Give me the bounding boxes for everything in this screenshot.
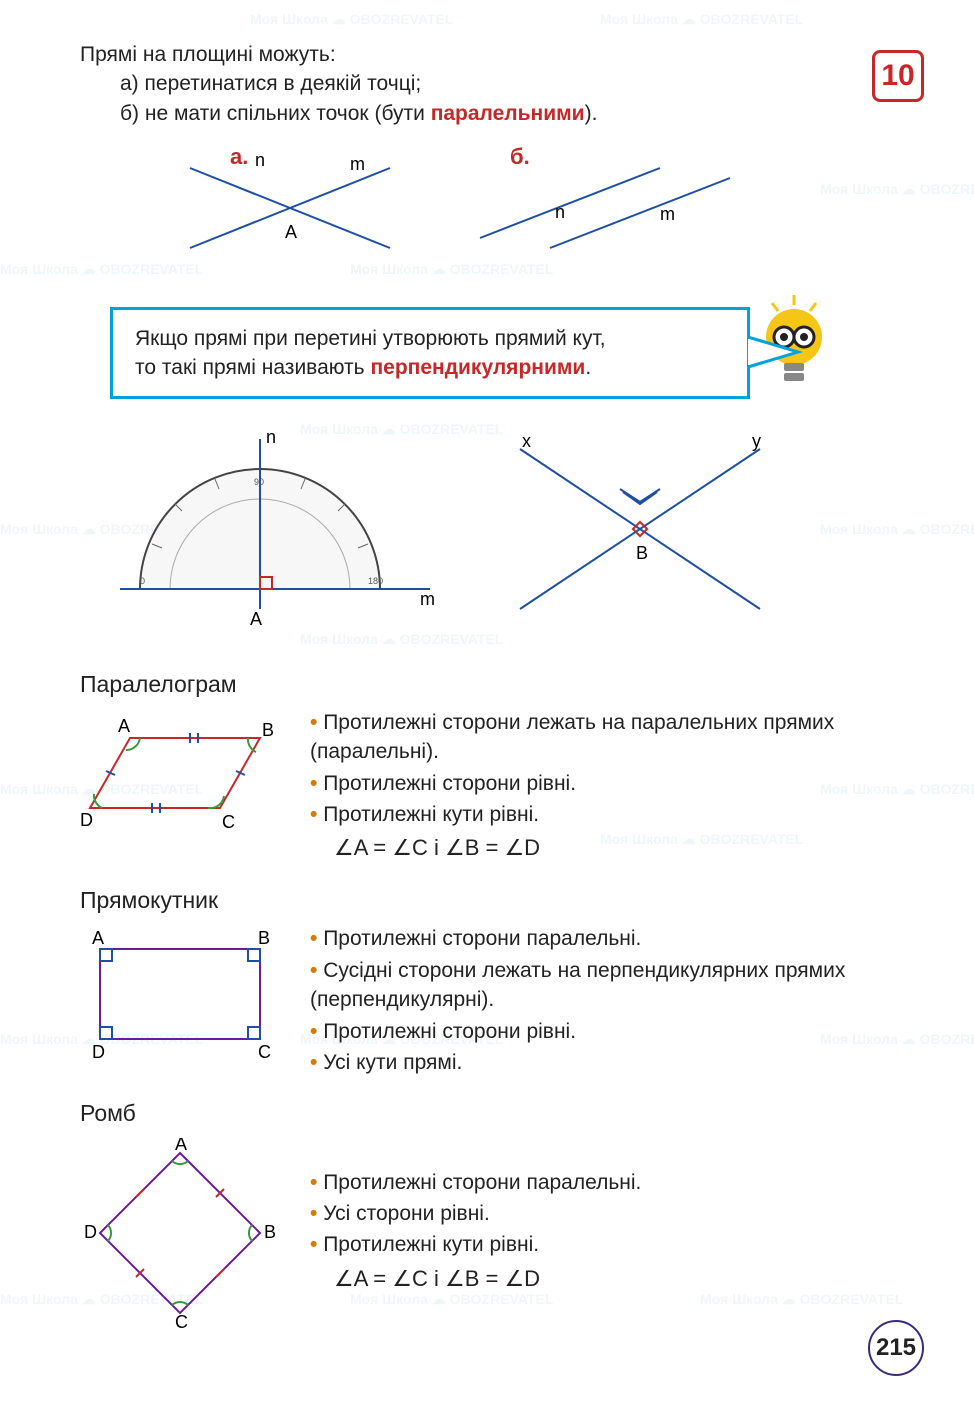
- parallel-lines-svg: n m: [460, 148, 740, 268]
- callout-line2b: .: [585, 356, 591, 379]
- svg-text:B: B: [258, 928, 270, 948]
- rhom-p1: Протилежні сторони паралельні.: [310, 1168, 914, 1197]
- intro-lead: Прямі на площині можуть:: [80, 40, 914, 69]
- svg-text:n: n: [255, 150, 265, 170]
- par-p3: Протилежні кути рівні.: [310, 800, 914, 829]
- parallelogram-props: Протилежні сторони лежать на паралельних…: [310, 708, 914, 866]
- parallelogram-figure: A B C D: [80, 708, 280, 866]
- diagram-b-label: б.: [510, 142, 530, 173]
- callout-wrap: Якщо прямі при перетині утворюють прямий…: [80, 307, 914, 400]
- svg-text:A: A: [175, 1138, 187, 1154]
- rhombus-figure: A B C D: [80, 1138, 280, 1336]
- svg-text:n: n: [555, 202, 565, 222]
- intro-b-prefix: б): [120, 102, 145, 125]
- intersecting-lines-svg: n m A: [160, 148, 420, 268]
- svg-text:D: D: [84, 1222, 97, 1242]
- svg-text:n: n: [266, 429, 276, 447]
- svg-text:C: C: [222, 812, 235, 832]
- callout-line2a: то такі прямі називають: [135, 356, 370, 379]
- callout-line1: Якщо прямі при перетині утворюють прямий…: [135, 324, 725, 353]
- rectangle-title: Прямокутник: [80, 884, 914, 916]
- rhombus-title: Ромб: [80, 1097, 914, 1129]
- svg-text:B: B: [264, 1222, 276, 1242]
- svg-text:A: A: [92, 928, 104, 948]
- intro-a-text: перетинатися в деякій точці;: [145, 72, 422, 95]
- svg-text:m: m: [420, 589, 435, 609]
- rect-p1: Протилежні сторони паралельні.: [310, 924, 914, 953]
- rect-p2: Сусідні сторони лежать на перпендикулярн…: [310, 956, 914, 1015]
- diagram-a-label: а.: [230, 142, 248, 173]
- intro-a-prefix: а): [120, 72, 145, 95]
- rectangle-props: Протилежні сторони паралельні. Сусідні с…: [310, 924, 914, 1079]
- intro-b-t1: не мати спільних точок (бути: [145, 102, 431, 125]
- callout-line2-red: перпендикулярними: [370, 356, 585, 379]
- svg-text:B: B: [262, 720, 274, 740]
- svg-text:A: A: [250, 609, 262, 629]
- callout-pointer: [748, 327, 808, 377]
- intro-b-t2: ).: [585, 102, 598, 125]
- svg-text:D: D: [92, 1042, 105, 1062]
- intro-a: а) перетинатися в деякій точці;: [80, 69, 914, 98]
- rhom-p3: Протилежні кути рівні.: [310, 1230, 914, 1259]
- svg-text:D: D: [80, 810, 93, 830]
- svg-text:0: 0: [140, 576, 145, 586]
- rhom-formula: ∠A = ∠C і ∠B = ∠D: [310, 1264, 914, 1295]
- rectangle-figure: A B C D: [80, 924, 280, 1079]
- par-formula: ∠A = ∠C і ∠B = ∠D: [310, 833, 914, 864]
- svg-text:A: A: [285, 222, 297, 242]
- svg-text:x: x: [522, 431, 531, 451]
- svg-text:C: C: [258, 1042, 271, 1062]
- svg-text:C: C: [175, 1312, 188, 1328]
- svg-text:m: m: [350, 154, 365, 174]
- svg-text:y: y: [752, 431, 761, 451]
- par-p2: Протилежні сторони рівні.: [310, 769, 914, 798]
- rhombus-props: Протилежні сторони паралельні. Усі сторо…: [310, 1138, 914, 1336]
- par-p1: Протилежні сторони лежать на паралельних…: [310, 708, 914, 767]
- watermark: Моя Школа ☁ OBOZREVATEL: [250, 10, 453, 30]
- protractor-diagram: 0 180 90 n m A: [100, 429, 440, 637]
- diagram-b: б. n m: [460, 148, 740, 276]
- svg-text:m: m: [660, 204, 675, 224]
- watermark: Моя Школа ☁ OBOZREVATEL: [600, 10, 803, 30]
- intro-b: б) не мати спільних точок (бути паралель…: [80, 99, 914, 128]
- svg-text:A: A: [118, 716, 130, 736]
- x-cross-diagram: x y B: [500, 429, 780, 637]
- intro-b-red: паралельними: [431, 102, 585, 125]
- rect-p3: Протилежні сторони рівні.: [310, 1017, 914, 1046]
- callout-box: Якщо прямі при перетині утворюють прямий…: [110, 307, 750, 400]
- parallelogram-title: Паралелограм: [80, 668, 914, 700]
- svg-text:180: 180: [368, 576, 383, 586]
- diagram-a: а. n m A: [160, 148, 420, 276]
- rhom-p2: Усі сторони рівні.: [310, 1199, 914, 1228]
- svg-text:B: B: [636, 543, 648, 563]
- rect-p4: Усі кути прямі.: [310, 1048, 914, 1077]
